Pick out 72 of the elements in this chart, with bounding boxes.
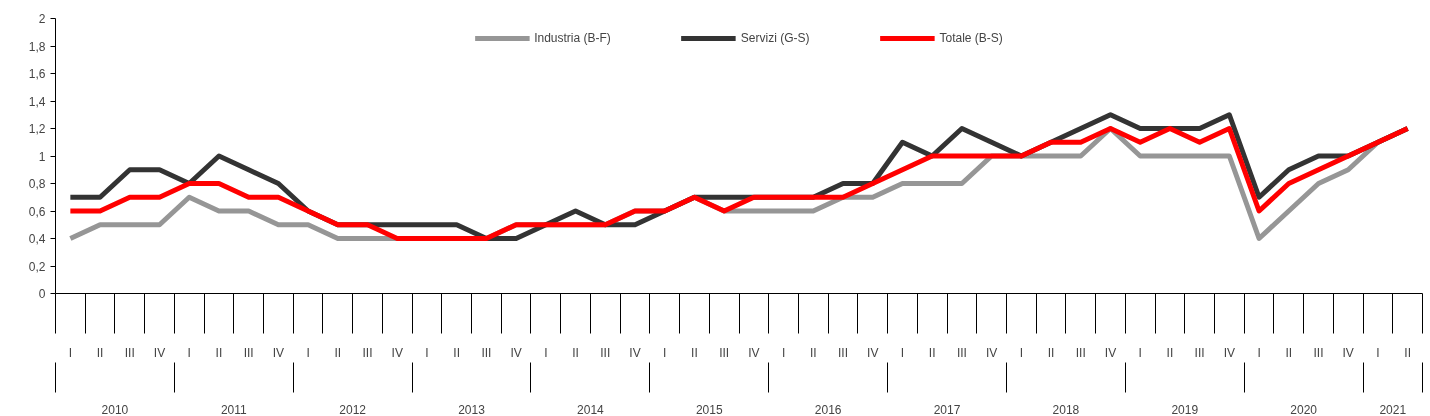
y-tick-label: 1 [38,149,46,164]
x-tick-label: III [1194,345,1205,360]
x-tick-label: IV [391,345,403,360]
x-tick-label: I [1257,345,1261,360]
x-tick-label: IV [1104,345,1117,360]
y-tick-label: 0,2 [28,259,46,274]
x-tick-label: III [719,345,730,360]
x-tick-label: II [572,345,579,360]
x-tick-label: I [1376,345,1380,360]
x-tick-label: III [600,345,611,360]
x-tick-label: IV [272,345,285,360]
x-tick-label: I [1019,345,1023,360]
x-tick-label: III [243,345,254,360]
x-tick-label: II [453,345,461,360]
x-tick-label: III [124,345,135,360]
x-tick-label: III [481,345,492,360]
x-tick-label: I [781,345,786,360]
legend-label: Servizi (G-S) [740,31,810,45]
x-tick-label: II [96,345,104,360]
x-tick-label: II [809,345,817,360]
y-tick-label: 1,8 [28,39,46,54]
x-tick-label: II [1166,345,1174,360]
x-tick-label: I [306,345,310,360]
x-tick-label: I [68,345,73,360]
x-tick-label: I [187,345,191,360]
text: 2020 [1290,402,1318,416]
text: 2015 [695,402,723,416]
x-tick-label: II [1404,345,1411,360]
x-tick-label: I [425,345,429,360]
x-tick-label: IV [867,345,879,360]
text: 2021 [1379,402,1407,416]
y-tick-label: 0 [38,287,46,301]
x-tick-label: IV [985,345,998,360]
x-tick-label: I [663,345,667,360]
x-tick-label: IV [1342,345,1354,360]
x-tick-label: II [928,345,936,360]
text: 2013 [458,402,486,416]
x-tick-label: III [838,345,849,360]
x-tick-label: IV [153,345,166,360]
text: 2010 [101,402,129,416]
text: 2014 [577,402,605,416]
y-tick-label: 1,2 [28,122,46,136]
text: 2019 [1171,402,1199,416]
x-tick-label: III [956,345,967,360]
y-tick-label: 0,6 [28,204,46,219]
x-tick-label: III [362,345,373,360]
x-tick-label: I [544,345,548,360]
x-tick-label: IV [748,345,760,360]
y-tick-label: 2 [38,12,46,26]
text: 2017 [933,402,961,416]
legend-label: Totale (B-S) [939,31,1003,45]
x-tick-label: IV [629,345,641,360]
x-tick-label: I [1138,345,1142,360]
x-tick-label: II [691,345,698,360]
x-tick-label: III [1313,345,1324,360]
x-tick-label: II [1047,345,1055,360]
text: 2012 [339,402,367,416]
x-tick-label: IV [510,345,522,360]
text: 2011 [220,402,248,416]
y-tick-label: 0,8 [28,177,46,191]
x-tick-label: II [1285,345,1293,360]
x-tick-label: II [334,345,342,360]
x-tick-label: III [1075,345,1086,360]
x-tick-label: II [215,345,223,360]
y-tick-label: 0,4 [28,232,46,246]
y-tick-label: 1,6 [28,67,46,81]
text: 2016 [814,402,842,416]
y-tick-label: 1,4 [28,94,46,109]
x-tick-label: I [900,345,905,360]
text: 2018 [1052,402,1080,416]
legend-label: Industria (B-F) [534,31,611,45]
x-tick-label: IV [1223,345,1236,360]
